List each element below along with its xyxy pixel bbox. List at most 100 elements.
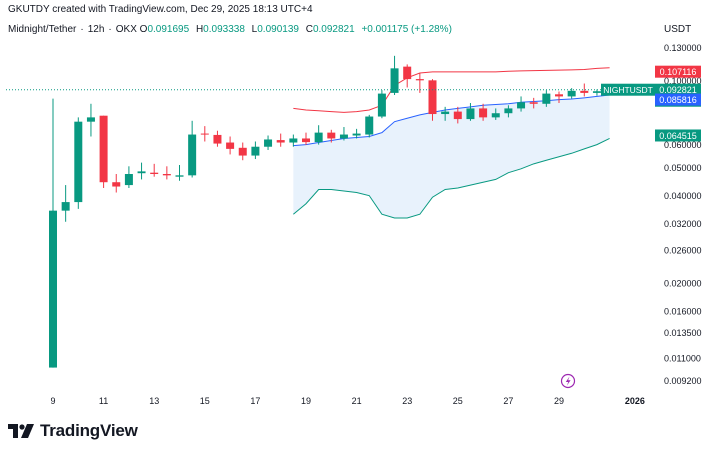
candle-down bbox=[302, 138, 310, 143]
price-tick-label: 0.013500 bbox=[664, 328, 702, 338]
legend-high-value: 0.093338 bbox=[203, 24, 245, 35]
legend-symbol[interactable]: Midnight/Tether bbox=[8, 24, 77, 35]
tradingview-logo[interactable]: TradingView bbox=[8, 419, 138, 443]
tradingview-logo-icon bbox=[8, 424, 34, 438]
price-tick-label: 0.011000 bbox=[664, 354, 701, 364]
candle-down bbox=[238, 147, 247, 156]
price-tick-label: 0.050000 bbox=[664, 163, 702, 173]
price-tick-label: 0.060000 bbox=[664, 140, 702, 150]
price-tick-label: 0.020000 bbox=[664, 278, 702, 288]
price-label-text: 0.107116 bbox=[660, 67, 697, 77]
time-tick-label: 11 bbox=[99, 396, 108, 406]
symbol-tag-text: NIGHTUSDT bbox=[603, 85, 653, 95]
candle-up bbox=[74, 121, 83, 203]
candle-down bbox=[327, 132, 336, 139]
price-label-text: 0.092821 bbox=[659, 85, 697, 95]
candle-down bbox=[428, 80, 437, 115]
candle-down bbox=[226, 142, 235, 149]
price-tick-label: 0.040000 bbox=[664, 191, 702, 201]
time-tick-label: 25 bbox=[453, 396, 463, 406]
price-label-box bbox=[655, 93, 701, 106]
time-tick-label: 9 bbox=[50, 396, 55, 406]
candle-up bbox=[365, 116, 374, 135]
candle-up bbox=[390, 68, 399, 93]
price-tick-label: 0.016000 bbox=[664, 306, 702, 316]
legend-high-label: H bbox=[195, 24, 204, 35]
candle-down bbox=[99, 115, 108, 183]
legend-close-label: C bbox=[305, 24, 313, 35]
time-tick-label: 29 bbox=[554, 396, 564, 406]
time-axis: 9 11 13 15 17 19 21 23 25 27 29 2026 bbox=[50, 396, 644, 406]
candle-down bbox=[453, 111, 462, 120]
band-lower-line bbox=[293, 138, 610, 219]
candle-up bbox=[188, 134, 197, 176]
candle-down bbox=[162, 174, 171, 176]
candle-up bbox=[352, 133, 361, 136]
candle-up bbox=[491, 113, 500, 118]
price-label-box bbox=[655, 129, 701, 142]
lightning-icon[interactable] bbox=[560, 373, 576, 389]
legend-open-value: 0.091695 bbox=[147, 24, 190, 35]
candle-down bbox=[213, 134, 222, 144]
candle-up bbox=[251, 146, 260, 156]
candle-down bbox=[112, 182, 121, 187]
candle-up bbox=[542, 93, 551, 104]
candle-down bbox=[403, 66, 412, 80]
legend-low-value: 0.090139 bbox=[257, 24, 299, 35]
chart-header-text: GKUTDY created with TradingView.com, Dec… bbox=[8, 4, 313, 15]
candle-up bbox=[592, 91, 601, 93]
price-tick-label: 0.130000 bbox=[664, 43, 702, 53]
price-label-text: 0.064515 bbox=[659, 131, 697, 141]
price-axis: 0.130000 0.100000 0.060000 0.050000 0.040000… bbox=[664, 43, 702, 386]
candle-up bbox=[441, 111, 450, 115]
time-tick-label: 2026 bbox=[625, 396, 645, 406]
candle-up bbox=[567, 90, 576, 97]
time-tick-label: 19 bbox=[301, 396, 311, 406]
candles-layer bbox=[49, 55, 614, 368]
legend-close-value: 0.092821 bbox=[312, 24, 355, 35]
price-label-box bbox=[655, 65, 701, 78]
legend-exchange: OKX bbox=[115, 24, 137, 35]
time-tick-label: 13 bbox=[149, 396, 159, 406]
time-tick-label: 27 bbox=[503, 396, 513, 406]
candle-up bbox=[339, 134, 348, 139]
candle-down bbox=[529, 102, 538, 104]
band-upper-line bbox=[293, 67, 610, 113]
candle-down bbox=[150, 172, 159, 175]
candle-up bbox=[86, 117, 95, 122]
symbol-legend: Midnight/Tether · 12h · OKX O0.091695 H0.093… bbox=[8, 24, 452, 35]
candle-up bbox=[314, 132, 323, 143]
candle-up bbox=[264, 139, 273, 147]
candle-down bbox=[555, 94, 563, 97]
candle-up bbox=[49, 210, 57, 368]
band-fill bbox=[293, 94, 610, 218]
symbol-tag-box bbox=[601, 83, 655, 96]
price-label-text: 0.085816 bbox=[659, 95, 697, 105]
price-tick-label: 0.100000 bbox=[664, 76, 702, 86]
candle-down bbox=[580, 90, 589, 93]
candle-up bbox=[504, 108, 513, 114]
candle-up bbox=[175, 175, 184, 177]
time-tick-label: 17 bbox=[250, 396, 260, 406]
price-tick-label: 0.009200 bbox=[664, 376, 702, 386]
candle-up bbox=[289, 138, 298, 143]
candle-down bbox=[479, 108, 488, 118]
candle-down bbox=[415, 79, 424, 81]
candle-down bbox=[200, 133, 209, 135]
legend-change: +0.001175 (+1.28%) bbox=[361, 24, 452, 35]
tradingview-wordmark: TradingView bbox=[40, 421, 138, 440]
time-tick-label: 15 bbox=[200, 396, 210, 406]
price-tick-label: 0.026000 bbox=[664, 245, 702, 255]
legend-interval[interactable]: 12h bbox=[87, 24, 105, 35]
candle-up bbox=[517, 102, 526, 109]
candle-up bbox=[61, 202, 70, 211]
candle-up bbox=[377, 93, 386, 117]
legend-low-label: L bbox=[251, 24, 258, 35]
time-tick-label: 21 bbox=[352, 396, 362, 406]
bands-layer bbox=[293, 67, 610, 219]
candle-up bbox=[124, 174, 133, 186]
currency-label: USDT bbox=[664, 24, 692, 35]
legend-open-label: O bbox=[139, 24, 148, 35]
candle-up bbox=[137, 171, 146, 174]
